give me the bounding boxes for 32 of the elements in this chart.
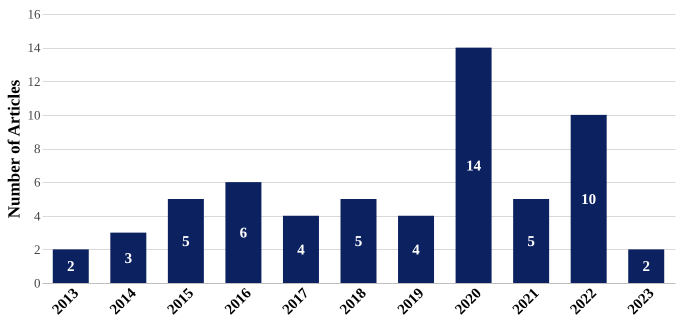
y-tick-label: 16 — [28, 6, 41, 22]
y-axis-title: Number of Articles — [4, 79, 24, 218]
data-label: 4 — [412, 242, 420, 258]
y-tick-label: 10 — [28, 107, 40, 122]
data-label: 5 — [354, 234, 362, 250]
y-tick-label: 12 — [28, 74, 40, 89]
y-tick-label: 6 — [34, 174, 41, 190]
bar — [628, 249, 664, 283]
bar — [168, 198, 204, 283]
bar — [110, 232, 146, 283]
bar — [456, 48, 492, 283]
y-tick-label: 14 — [28, 40, 41, 56]
bar — [398, 216, 434, 283]
data-label: 3 — [124, 250, 132, 267]
data-label: 2 — [642, 259, 650, 276]
y-tick-label: 8 — [34, 141, 40, 156]
data-label: 10 — [581, 192, 596, 208]
data-label: 5 — [527, 234, 535, 250]
y-tick-label: 2 — [34, 242, 40, 257]
y-tick-label: 4 — [34, 208, 41, 224]
bar — [282, 216, 319, 283]
data-label: 2 — [67, 259, 75, 276]
bar — [570, 114, 607, 283]
bar — [513, 198, 550, 283]
bar — [225, 182, 262, 283]
data-label: 6 — [240, 226, 248, 242]
data-label: 4 — [297, 242, 306, 258]
bar — [52, 249, 89, 283]
data-label: 5 — [182, 234, 190, 250]
data-label: 14 — [466, 158, 482, 174]
y-tick-label: 0 — [34, 276, 40, 290]
bar — [340, 198, 376, 283]
